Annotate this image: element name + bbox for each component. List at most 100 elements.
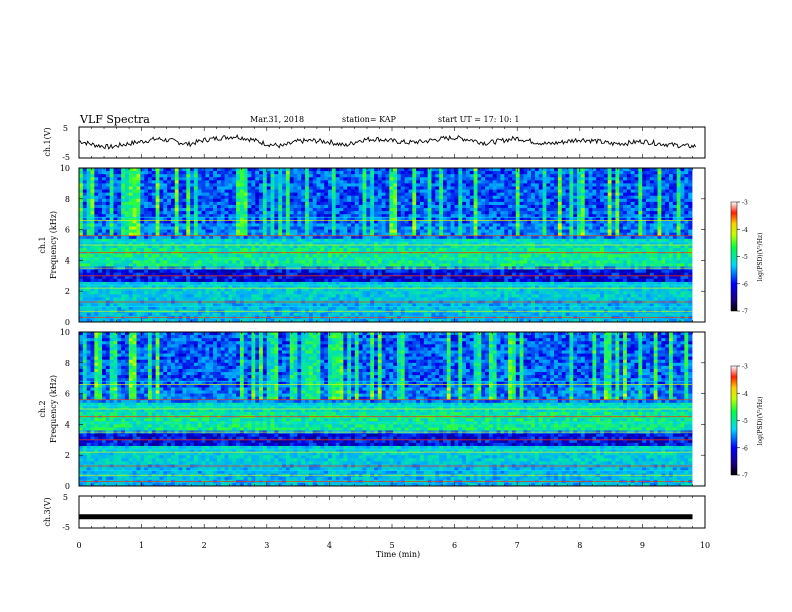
spectrogram-cell [646,245,651,249]
spectrogram-cell [316,192,321,197]
spectrogram-cell [393,180,398,184]
spectrogram-cell [462,189,467,194]
spectrogram-cell [400,183,406,187]
spectrogram-cell [485,235,490,240]
spectrogram-cell [389,192,394,197]
spectrogram-cell [646,201,651,206]
spectrogram-cell [607,195,612,200]
spectrogram-cell [308,204,314,209]
spectrogram-cell [523,183,528,187]
spectrogram-cell [220,235,225,240]
spectrogram-cell [454,245,459,249]
spectrogram-cell [144,220,149,224]
spectrogram-cell [366,198,371,203]
spectrogram-cell [408,198,413,203]
spectrogram-cell [301,226,306,230]
spectrogram-cell [523,245,528,249]
spectrogram-cell [554,177,559,181]
spectrogram-cell [450,226,455,230]
spectrogram-cell [90,235,95,240]
spectrogram-cell [458,177,463,181]
spectrogram-cell [462,195,467,200]
spectrogram-cell [117,180,122,184]
spectrogram-cell [301,186,306,190]
spectrogram-cell [86,254,91,258]
spectrogram-cell [531,254,536,258]
spectrogram-cell [485,254,490,258]
spectrogram-cell [270,189,275,194]
spectrogram-cell [151,208,157,212]
spectrogram-cell [435,220,440,224]
spectrogram-cell [385,211,390,215]
spectrogram-cell [312,260,317,264]
spectrogram-cell [642,208,647,212]
spectrogram-cell [431,168,436,172]
spectrogram-cell [262,192,268,197]
spectrogram-cell [626,245,632,249]
spectrogram-cell [454,254,459,258]
spectrogram-cell [661,174,666,178]
spectrogram-cell [170,189,176,194]
spectrogram-cell [496,245,501,249]
spectrogram-cell [496,211,501,215]
spectrogram-cell [538,171,543,175]
spectrogram-cell [646,223,651,227]
spectrogram-cell [469,180,475,184]
spectrogram-cell [270,211,275,215]
spectrogram-cell [515,223,520,227]
spectrogram-cell [174,177,180,181]
spectrogram-cell [354,177,360,181]
spectrogram-cell [366,208,371,212]
spectrogram-cell [573,229,578,234]
spectrogram-cell [331,229,337,234]
spectrogram-cell [546,186,551,190]
spectrogram-cell [531,235,536,240]
spectrogram-cell [289,201,294,206]
spectrogram-cell [236,168,241,172]
spectrogram-cell [247,226,252,230]
spectrogram-cell [389,208,394,212]
spectrogram-cell [615,174,620,178]
spectrogram-cell [366,226,371,230]
spectrogram-cell [370,245,375,249]
spectrogram-cell [193,195,199,200]
spectrogram-cell [450,223,455,227]
spectrogram-cell [565,254,570,258]
spectrogram-cell [370,183,375,187]
spectrogram-cell [147,195,153,200]
spectrogram-cell [615,192,620,197]
spectrogram-cell [569,186,574,190]
spectrogram-cell [653,201,658,206]
spectrogram-cell [270,229,275,234]
spectrogram-cell [473,254,478,258]
spectrogram-cell [213,177,218,181]
spectrogram-cell [201,195,206,200]
spectrogram-cell [270,260,275,264]
spectrogram-cell [136,211,141,215]
spectrogram-cell [182,220,187,224]
spectrogram-cell [508,168,513,172]
spectrogram-cell [389,248,394,252]
spectrogram-cell [557,189,563,194]
spectrogram-cell [554,195,559,200]
spectrogram-cell [90,201,95,206]
spectrogram-cell [626,201,632,206]
spectrogram-cell [381,208,386,212]
spectrogram-cell [557,254,563,258]
spectrogram-cell [569,180,574,184]
spectrogram-cell [419,168,425,172]
spectrogram-cell [588,204,593,209]
spectrogram-cell [419,204,425,209]
spectrogram-cell [588,248,593,252]
spectrogram-cell [293,168,298,172]
spectrogram-cell [496,171,501,175]
spectrogram-cell [412,189,417,194]
spectrogram-cell [565,235,570,240]
spectrogram-cell [569,192,574,197]
spectrogram-cell [144,245,149,249]
spectrogram-cell [121,183,126,187]
spectrogram-cell [412,168,417,172]
spectrogram-cell [331,235,337,240]
spectrogram-cell [488,177,494,181]
spectrogram-cell [247,168,252,172]
